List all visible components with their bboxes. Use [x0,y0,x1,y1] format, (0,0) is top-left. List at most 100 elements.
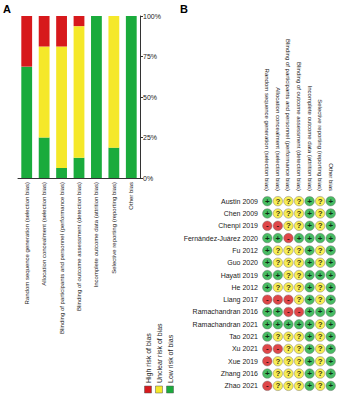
svg-text:Ramachandran 2016: Ramachandran 2016 [193,308,258,315]
svg-text:+: + [307,369,312,378]
svg-text:?: ? [318,209,323,218]
svg-text:?: ? [275,283,280,292]
svg-text:?: ? [318,295,323,304]
svg-text:Incomplete outcome data (attri: Incomplete outcome data (attrition bias) [93,182,99,287]
svg-text:Ramachandran 2021: Ramachandran 2021 [193,321,258,328]
svg-text:-: - [298,307,301,316]
svg-text:+: + [328,344,333,353]
svg-text:?: ? [275,197,280,206]
svg-text:+: + [307,221,312,230]
svg-text:+: + [265,258,270,267]
svg-text:-: - [266,357,269,366]
svg-text:Allocation concealment (select: Allocation concealment (selection bias) [41,182,47,286]
svg-text:+: + [328,332,333,341]
svg-text:?: ? [286,381,291,390]
svg-text:+: + [318,271,323,280]
svg-text:He 2012: He 2012 [232,284,259,291]
svg-text:+: + [265,283,270,292]
svg-text:?: ? [275,332,280,341]
svg-text:Blinding of outcome assessment: Blinding of outcome assessment (detectio… [76,182,82,311]
svg-text:+: + [328,369,333,378]
svg-text:Zhao 2021: Zhao 2021 [225,382,259,389]
svg-text:+: + [328,271,333,280]
svg-text:?: ? [286,283,291,292]
svg-text:Hayati 2019: Hayati 2019 [221,272,258,280]
svg-text:Austin 2009: Austin 2009 [221,198,258,205]
svg-text:?: ? [275,381,280,390]
svg-text:+: + [265,209,270,218]
svg-text:Random sequence generation (se: Random sequence generation (selection bi… [264,69,270,191]
svg-text:?: ? [318,320,323,329]
svg-text:+: + [328,258,333,267]
svg-text:+: + [265,234,270,243]
svg-text:?: ? [286,209,291,218]
svg-text:+: + [328,295,333,304]
svg-text:Fu 2012: Fu 2012 [232,247,258,254]
svg-text:?: ? [297,221,302,230]
svg-text:?: ? [318,332,323,341]
svg-text:?: ? [318,246,323,255]
svg-text:Guo 2020: Guo 2020 [227,259,258,266]
svg-text:Selective reporting (reporting: Selective reporting (reporting bias) [111,182,117,274]
svg-text:+: + [286,320,291,329]
svg-text:Incomplete outcome data (attri: Incomplete outcome data (attrition bias) [307,86,313,191]
svg-text:B: B [180,3,188,15]
svg-text:?: ? [297,258,302,267]
svg-text:Blinding of participants and p: Blinding of participants and personnel (… [285,39,291,191]
svg-text:A: A [3,3,11,15]
svg-text:?: ? [275,369,280,378]
svg-text:?: ? [275,209,280,218]
svg-text:+: + [307,209,312,218]
svg-text:Other bias: Other bias [128,182,134,210]
svg-text:+: + [276,320,281,329]
svg-text:+: + [328,283,333,292]
svg-text:+: + [265,197,270,206]
svg-text:-: - [287,307,290,316]
svg-text:+: + [328,234,333,243]
svg-text:?: ? [297,332,302,341]
svg-text:-: - [266,221,269,230]
svg-text:+: + [265,369,270,378]
svg-text:?: ? [297,344,302,353]
svg-text:+: + [307,332,312,341]
svg-text:-: - [287,234,290,243]
svg-text:?: ? [297,271,302,280]
svg-text:+: + [307,234,312,243]
svg-text:+: + [265,307,270,316]
svg-text:+: + [297,234,302,243]
svg-text:+: + [307,271,312,280]
svg-text:+: + [265,332,270,341]
svg-text:+: + [307,344,312,353]
svg-text:+: + [328,221,333,230]
svg-text:+: + [328,246,333,255]
svg-text:+: + [307,283,312,292]
svg-text:+: + [307,320,312,329]
svg-text:?: ? [286,332,291,341]
svg-text:Blinding of outcome assessment: Blinding of outcome assessment (detectio… [296,62,302,191]
svg-text:?: ? [286,221,291,230]
svg-text:+: + [307,357,312,366]
svg-text:25%: 25% [143,134,157,141]
svg-text:-: - [266,295,269,304]
svg-text:+: + [276,234,281,243]
svg-text:?: ? [286,246,291,255]
svg-text:+: + [318,307,323,316]
svg-text:High risk of bias: High risk of bias [145,333,153,383]
svg-text:Fernández-Juárez 2020: Fernández-Juárez 2020 [184,235,258,242]
svg-text:?: ? [318,197,323,206]
svg-text:?: ? [318,357,323,366]
svg-text:?: ? [318,258,323,267]
svg-text:+: + [328,209,333,218]
svg-text:+: + [307,307,312,316]
svg-text:Chenpi 2019: Chenpi 2019 [218,222,258,230]
svg-text:?: ? [297,357,302,366]
svg-text:Chen 2009: Chen 2009 [224,210,258,217]
svg-text:?: ? [286,369,291,378]
svg-text:+: + [328,307,333,316]
svg-text:-: - [266,381,269,390]
svg-text:Tao 2021: Tao 2021 [229,333,258,340]
svg-text:Liang 2017: Liang 2017 [223,296,258,304]
svg-text:?: ? [297,197,302,206]
svg-text:-: - [266,344,269,353]
svg-text:?: ? [318,283,323,292]
